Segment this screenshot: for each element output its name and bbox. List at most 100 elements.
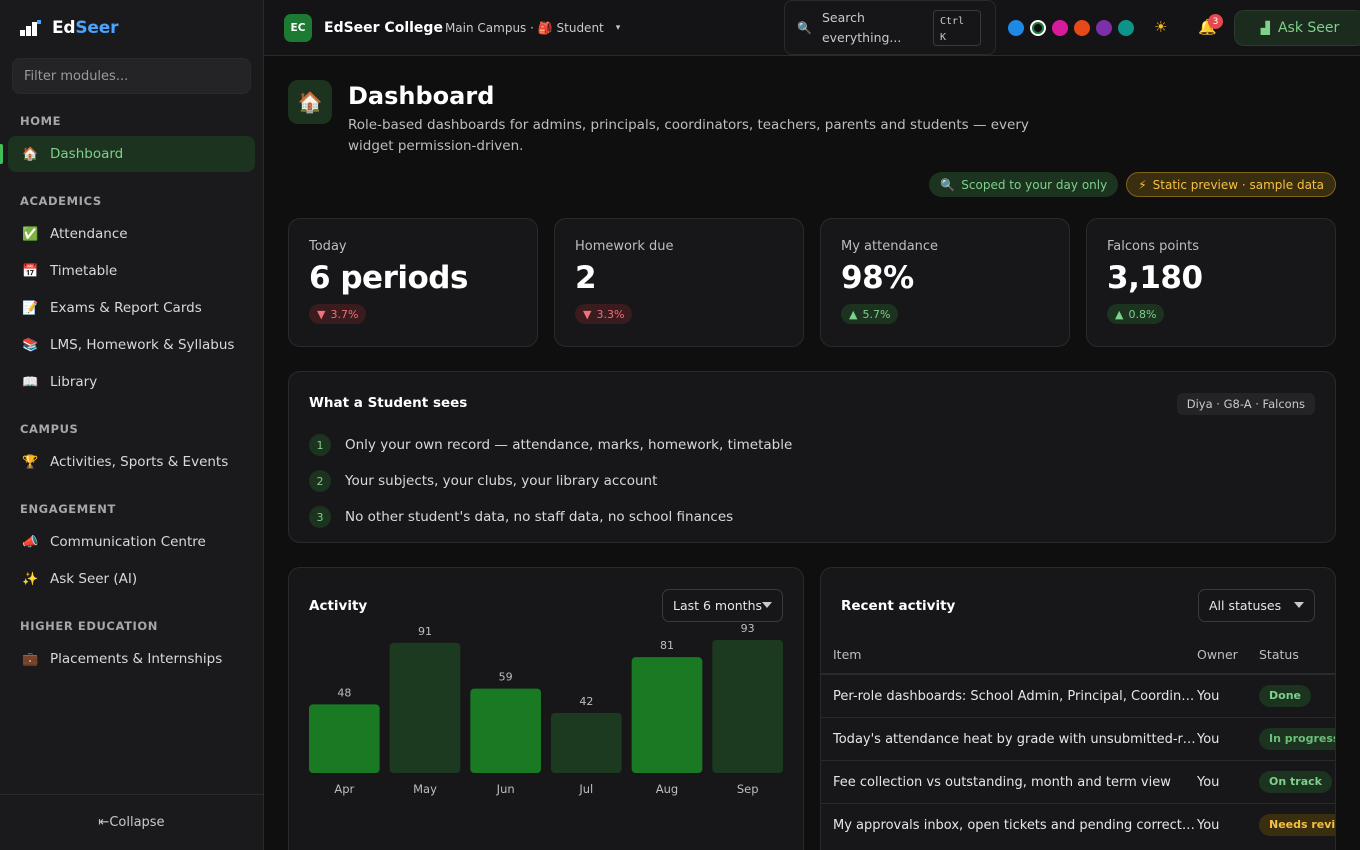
bar-apr[interactable] xyxy=(309,704,380,773)
x-tick-label: May xyxy=(413,782,437,796)
stat-delta-value: 5.7% xyxy=(862,307,891,321)
lightning-icon: ⚡ xyxy=(1138,177,1147,192)
stat-value: 2 xyxy=(575,260,597,296)
stat-delta-badge: ▼ 3.3% xyxy=(575,304,633,324)
recent-activity-panel: Recent activity All statuses Item Owner … xyxy=(820,567,1336,850)
nav-section-title: ENGAGEMENT xyxy=(20,502,116,516)
status-filter-value: All statuses xyxy=(1209,598,1282,613)
theme-color-swatch[interactable] xyxy=(1052,20,1068,36)
column-header-item[interactable]: Item xyxy=(833,647,862,662)
row-status-cell: On track xyxy=(1259,771,1335,793)
stat-card: Homework due 2 ▼ 3.3% xyxy=(554,218,804,347)
ask-seer-label: Ask Seer xyxy=(1277,20,1340,36)
sidebar-item-label: Dashboard xyxy=(50,146,124,162)
filter-modules-input[interactable]: Filter modules... xyxy=(12,58,251,94)
column-header-owner[interactable]: Owner xyxy=(1197,647,1238,662)
table-row[interactable]: My approvals inbox, open tickets and pen… xyxy=(821,803,1335,846)
sidebar-item-attendance[interactable]: ✅ Attendance xyxy=(8,216,255,252)
sidebar-item-timetable[interactable]: 📅 Timetable xyxy=(8,253,255,289)
table-row[interactable]: Per-role dashboards: School Admin, Princ… xyxy=(821,674,1335,717)
sidebar-item-exams-report-cards[interactable]: 📝 Exams & Report Cards xyxy=(8,290,255,326)
sidebar-nav: HOME 🏠 Dashboard ACADEMICS ✅ Attendance 📅 Timet… xyxy=(0,114,263,677)
row-owner: You xyxy=(1197,774,1220,790)
bar-may[interactable] xyxy=(389,642,461,773)
status-filter-select[interactable]: All statuses xyxy=(1198,589,1315,622)
recent-activity-table: Item Owner Status Per-role dashboards: S… xyxy=(821,636,1335,846)
sidebar-item-activities-sports-events[interactable]: 🏆 Activities, Sports & Events xyxy=(8,444,255,480)
table-row[interactable]: Today's attendance heat by grade with un… xyxy=(821,717,1335,760)
brand-name-part1: Ed xyxy=(52,18,76,38)
student-tag: Diya · G8-A · Falcons xyxy=(1176,393,1315,415)
column-header-status[interactable]: Status xyxy=(1259,647,1299,662)
list-item: 1 Only your own record — attendance, mark… xyxy=(309,427,792,463)
briefcase-icon: 💼 xyxy=(22,651,39,667)
activity-panel: Activity Last 6 months 48 Apr 91 May 59 Jun 42… xyxy=(288,567,804,850)
house-icon: 🏠 xyxy=(22,146,39,162)
ask-seer-button[interactable]: ▟ Ask Seer xyxy=(1234,10,1360,46)
sidebar-item-lms-homework-syllabus[interactable]: 📚 LMS, Homework & Syllabus xyxy=(8,327,255,363)
table-row[interactable]: Fee collection vs outstanding, month and… xyxy=(821,760,1335,803)
stat-value: 3,180 xyxy=(1107,260,1203,296)
theme-color-swatch[interactable] xyxy=(1008,20,1024,36)
status-badge: Done xyxy=(1259,685,1311,707)
sparkles-icon: ✨ xyxy=(22,571,39,587)
bar-value-label: 48 xyxy=(337,686,351,699)
preview-pill-label: Static preview · sample data xyxy=(1152,177,1324,192)
chevron-down-icon[interactable]: ▾ xyxy=(615,22,621,33)
scope-pill-label: Scoped to your day only xyxy=(961,177,1108,192)
org-badge[interactable]: EC xyxy=(284,13,312,42)
stat-label: Today xyxy=(309,239,347,254)
chevron-down-icon xyxy=(1294,602,1304,608)
calendar-icon: 📅 xyxy=(22,263,39,279)
list-item: 3 No other student's data, no staff data,… xyxy=(309,499,792,535)
sidebar-item-placements-internships[interactable]: 💼 Placements & Internships xyxy=(8,641,255,677)
check-box-icon: ✅ xyxy=(22,226,39,242)
books-icon: 📚 xyxy=(22,337,39,353)
sidebar-item-dashboard[interactable]: 🏠 Dashboard xyxy=(0,136,255,172)
topbar: EC EdSeer College Main Campus · 🎒 Studen… xyxy=(264,0,1360,56)
search-label: Search everything... xyxy=(821,9,902,45)
table-header: Item Owner Status xyxy=(821,636,1335,674)
row-status-cell: Done xyxy=(1259,685,1335,707)
bar-sep[interactable] xyxy=(712,640,783,773)
sun-icon[interactable]: ☀ xyxy=(1154,18,1168,36)
collapse-button[interactable]: ⇤Collapse xyxy=(0,794,263,850)
stat-label: Falcons points xyxy=(1107,239,1200,254)
stat-delta-badge: ▲ 5.7% xyxy=(841,304,899,324)
stat-value: 98% xyxy=(841,260,914,296)
bar-jun[interactable] xyxy=(470,688,541,773)
brand[interactable]: EdSeer xyxy=(0,0,263,56)
sidebar-item-ask-seer-ai[interactable]: ✨ Ask Seer (AI) xyxy=(8,561,255,597)
sidebar-item-library[interactable]: 📖 Library xyxy=(8,364,255,400)
bar-jul[interactable] xyxy=(551,712,622,773)
x-tick-label: Apr xyxy=(334,782,354,796)
megaphone-icon: 📣 xyxy=(22,534,39,550)
org-name[interactable]: EdSeer College xyxy=(324,19,443,36)
sidebar-item-label: Ask Seer (AI) xyxy=(50,571,138,587)
preview-pill: ⚡ Static preview · sample data xyxy=(1126,172,1336,197)
theme-color-swatch[interactable] xyxy=(1118,20,1134,36)
theme-color-swatch[interactable] xyxy=(1096,20,1112,36)
stat-delta-value: 3.7% xyxy=(330,307,359,321)
nav-section-title: ACADEMICS xyxy=(20,194,102,208)
main: EC EdSeer College Main Campus · 🎒 Studen… xyxy=(264,0,1360,850)
search-box[interactable]: 🔍 Search everything... Ctrl K xyxy=(784,0,996,55)
activity-bar-chart: 48 Apr 91 May 59 Jun 42 Jul 81 Aug 93 Sep xyxy=(309,622,783,796)
sidebar-item-label: Library xyxy=(50,374,98,390)
activity-title: Activity xyxy=(309,598,368,614)
sidebar-item-label: Timetable xyxy=(50,263,118,279)
nav-section-title: CAMPUS xyxy=(20,422,79,436)
theme-color-swatch[interactable] xyxy=(1030,20,1046,36)
range-select[interactable]: Last 6 months xyxy=(662,589,783,622)
sidebar-item-communication-centre[interactable]: 📣 Communication Centre xyxy=(8,524,255,560)
theme-color-swatch[interactable] xyxy=(1074,20,1090,36)
row-owner: You xyxy=(1197,688,1220,704)
sidebar-item-label: LMS, Homework & Syllabus xyxy=(50,337,235,353)
org-context[interactable]: Main Campus · 🎒 Student xyxy=(444,20,604,35)
stat-value: 6 periods xyxy=(309,260,468,296)
bar-aug[interactable] xyxy=(631,657,703,773)
row-owner: You xyxy=(1197,731,1220,747)
stat-delta-value: 3.3% xyxy=(596,307,625,321)
bar-value-label: 42 xyxy=(579,695,593,708)
